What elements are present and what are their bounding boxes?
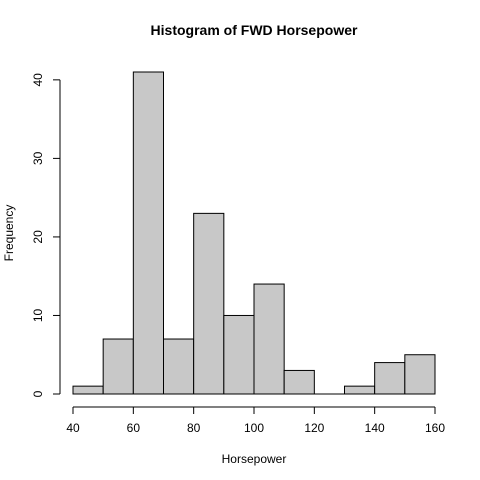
x-tick-label: 120 xyxy=(304,421,324,435)
x-tick-label: 80 xyxy=(187,421,201,435)
bars-group xyxy=(73,72,435,394)
histogram-bar-90-100 xyxy=(224,315,254,394)
histogram-bar-70-80 xyxy=(164,339,194,394)
histogram-bar-50-60 xyxy=(103,339,133,394)
x-tick-label: 140 xyxy=(365,421,385,435)
histogram-bar-40-50 xyxy=(73,386,103,394)
y-tick-label: 20 xyxy=(31,230,45,244)
y-axis-label: Frequency xyxy=(2,205,16,262)
x-tick-label: 40 xyxy=(66,421,80,435)
y-tick-label: 10 xyxy=(31,308,45,322)
x-axis-label: Horsepower xyxy=(222,452,287,466)
x-tick-label: 160 xyxy=(425,421,445,435)
x-tick-label: 60 xyxy=(127,421,141,435)
x-tick-label: 100 xyxy=(244,421,264,435)
histogram-bar-140-150 xyxy=(375,363,405,394)
histogram-bar-60-70 xyxy=(133,72,163,394)
y-tick-label: 0 xyxy=(31,390,45,397)
y-axis: 0 10 20 30 40 xyxy=(31,73,60,397)
histogram-bar-100-110 xyxy=(254,284,284,394)
chart-title: Histogram of FWD Horsepower xyxy=(151,22,358,38)
y-tick-label: 30 xyxy=(31,151,45,165)
histogram-bar-80-90 xyxy=(194,213,224,394)
histogram-bar-150-160 xyxy=(405,355,435,394)
histogram-bar-110-120 xyxy=(284,370,314,394)
y-tick-label: 40 xyxy=(31,73,45,87)
histogram-bar-130-140 xyxy=(345,386,375,394)
x-axis: 40 60 80 100 120 140 160 xyxy=(66,407,445,435)
